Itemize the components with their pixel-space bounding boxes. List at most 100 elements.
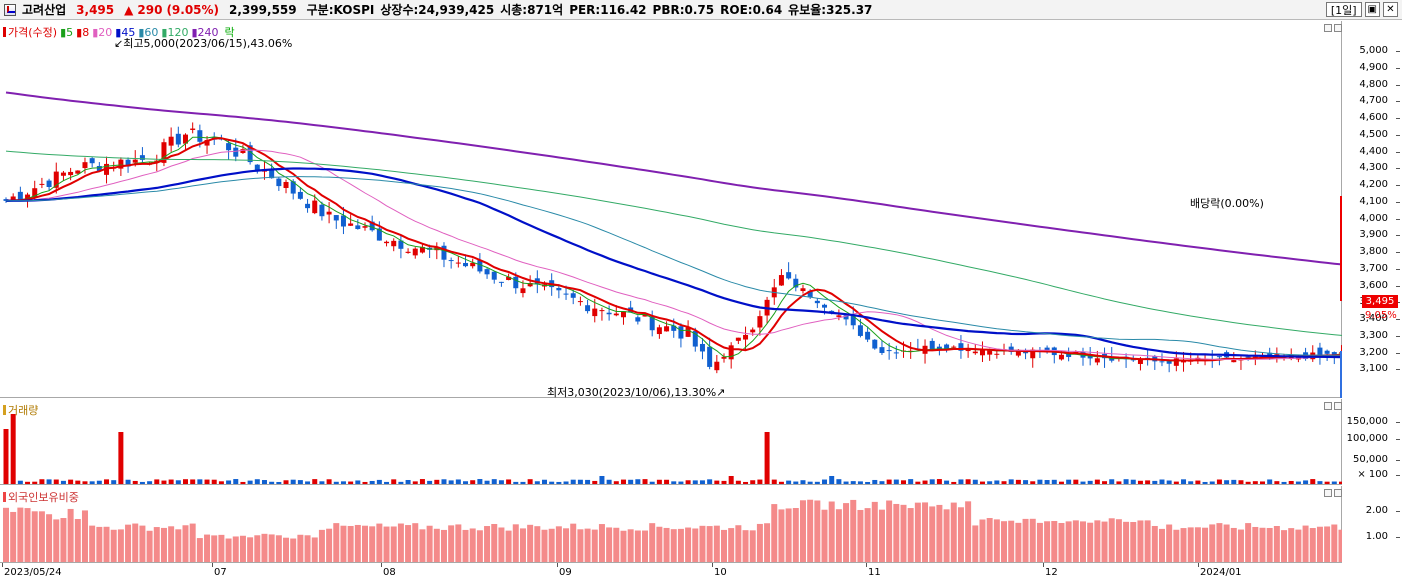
price-pane[interactable]: 가격(수정) ▮5 ▮8 ▮20 ▮45 ▮60 ▮120 ▮240 락 ↙최고5,000(… [0, 21, 1402, 399]
foreign-bar [1309, 528, 1316, 562]
maximize-icon[interactable]: ▣ [1364, 2, 1380, 17]
volume-bar [1216, 479, 1222, 484]
pane-minimize-icon[interactable] [1324, 24, 1332, 32]
foreign-bar [96, 526, 103, 562]
foreign-bar [527, 524, 534, 562]
price-plot[interactable]: 가격(수정) ▮5 ▮8 ▮20 ▮45 ▮60 ▮120 ▮240 락 ↙최고5,000(… [0, 21, 1342, 399]
volume-bar [1130, 479, 1136, 484]
foreign-bar [1158, 528, 1165, 562]
volume-bar [735, 480, 741, 484]
volume-bar [714, 480, 720, 484]
pane-close-icon[interactable] [1334, 402, 1342, 410]
legend-marker-icon [3, 27, 6, 37]
candle-body [1245, 356, 1251, 358]
foreign-bar [972, 525, 979, 562]
volume-bar [455, 479, 461, 484]
volume-bar [1152, 480, 1158, 484]
volume-pane[interactable]: 거래량 150,000 100,000 50,000 × 100 [0, 399, 1402, 485]
legend-title: 가격(수정) [8, 26, 58, 39]
volume-bar [1238, 480, 1244, 484]
foreign-bar [153, 527, 160, 562]
foreign-bar [749, 530, 756, 562]
volume-bar [915, 481, 921, 484]
foreign-bar [326, 528, 333, 562]
foreign-plot[interactable]: 외국인보유비중 [0, 486, 1342, 563]
foreign-bar [1094, 520, 1101, 562]
foreign-bar [1080, 521, 1086, 562]
volume-bar [1145, 480, 1151, 484]
foreign-bar [943, 509, 950, 562]
volume-bar [376, 479, 382, 484]
price-tick: 3,100 [1359, 363, 1400, 375]
foreign-bar [821, 509, 828, 562]
pane-close-icon[interactable] [1334, 489, 1342, 497]
candle-body [979, 349, 985, 356]
volume-bar [513, 481, 519, 484]
candle-body [800, 288, 806, 292]
volume-bar [1094, 479, 1100, 484]
current-price: 3,495 [76, 2, 115, 17]
foreign-bar [843, 503, 850, 562]
candle-body [240, 149, 246, 154]
candle-body [1008, 346, 1014, 352]
ma-line-120 [5, 150, 1342, 336]
candle-body [843, 315, 849, 320]
volume-bar [520, 481, 526, 484]
foreign-bar [290, 538, 297, 562]
foreign-bar [362, 525, 368, 562]
ma-line-60 [5, 176, 1342, 356]
chart-icon[interactable] [4, 3, 16, 16]
foreign-bar [548, 528, 555, 562]
volume-bar [1080, 481, 1086, 484]
price-tick: 4,600 [1359, 112, 1400, 123]
foreign-ownership-chart[interactable] [0, 486, 1342, 563]
foreign-bar [376, 523, 383, 562]
foreign-bar [405, 525, 412, 562]
volume-bar [68, 479, 74, 484]
reserve-ratio: 유보율:325.37 [788, 3, 873, 17]
foreign-bar [462, 529, 469, 562]
volume-plot[interactable]: 거래량 [0, 399, 1342, 485]
volume-chart[interactable] [0, 399, 1342, 485]
close-icon[interactable]: ✕ [1383, 2, 1398, 17]
foreign-bar [799, 500, 806, 562]
candle-body [570, 293, 576, 298]
volume-bar [807, 481, 813, 484]
volume-bar [283, 480, 289, 484]
volume-bar [728, 476, 734, 484]
foreign-tick: 1.00 [1365, 531, 1401, 542]
volume-bar [843, 481, 849, 484]
volume-bar [678, 481, 684, 484]
foreign-bar [1072, 520, 1079, 562]
price-tick: 4,300 [1359, 162, 1400, 174]
foreign-bar [1015, 522, 1022, 562]
volume-bar [17, 480, 23, 484]
foreign-bar [1166, 524, 1173, 562]
foreign-ownership-pane[interactable]: 외국인보유비중 2.00 1.00 [0, 486, 1402, 563]
change-arrow-icon: ▲ [124, 2, 134, 17]
candle-body [879, 347, 885, 353]
candle-body [355, 225, 361, 230]
volume-bar [1159, 479, 1165, 484]
date-tick-mark [381, 563, 382, 567]
volume-bar [699, 480, 705, 484]
volume-bar [872, 479, 878, 484]
candle-body [850, 315, 856, 326]
volume-bar [857, 481, 863, 484]
foreign-bar [677, 528, 684, 562]
low-arrow-icon: ↗ [716, 386, 726, 399]
pane-minimize-icon[interactable] [1324, 489, 1332, 497]
pane-minimize-icon[interactable] [1324, 402, 1332, 410]
period-button[interactable]: [1일] [1325, 2, 1362, 17]
volume-tick: 50,000 [1353, 454, 1400, 465]
volume-pane-buttons [1324, 402, 1342, 410]
candle-body [685, 327, 691, 337]
volume-bar [1224, 480, 1230, 484]
pane-close-icon[interactable] [1334, 24, 1342, 32]
volume-bar [1051, 479, 1057, 484]
volume-bar [542, 479, 547, 484]
candle-body [68, 171, 74, 176]
candlestick-chart[interactable] [0, 21, 1342, 398]
volume-bar [850, 481, 856, 484]
foreign-bar [254, 535, 261, 562]
